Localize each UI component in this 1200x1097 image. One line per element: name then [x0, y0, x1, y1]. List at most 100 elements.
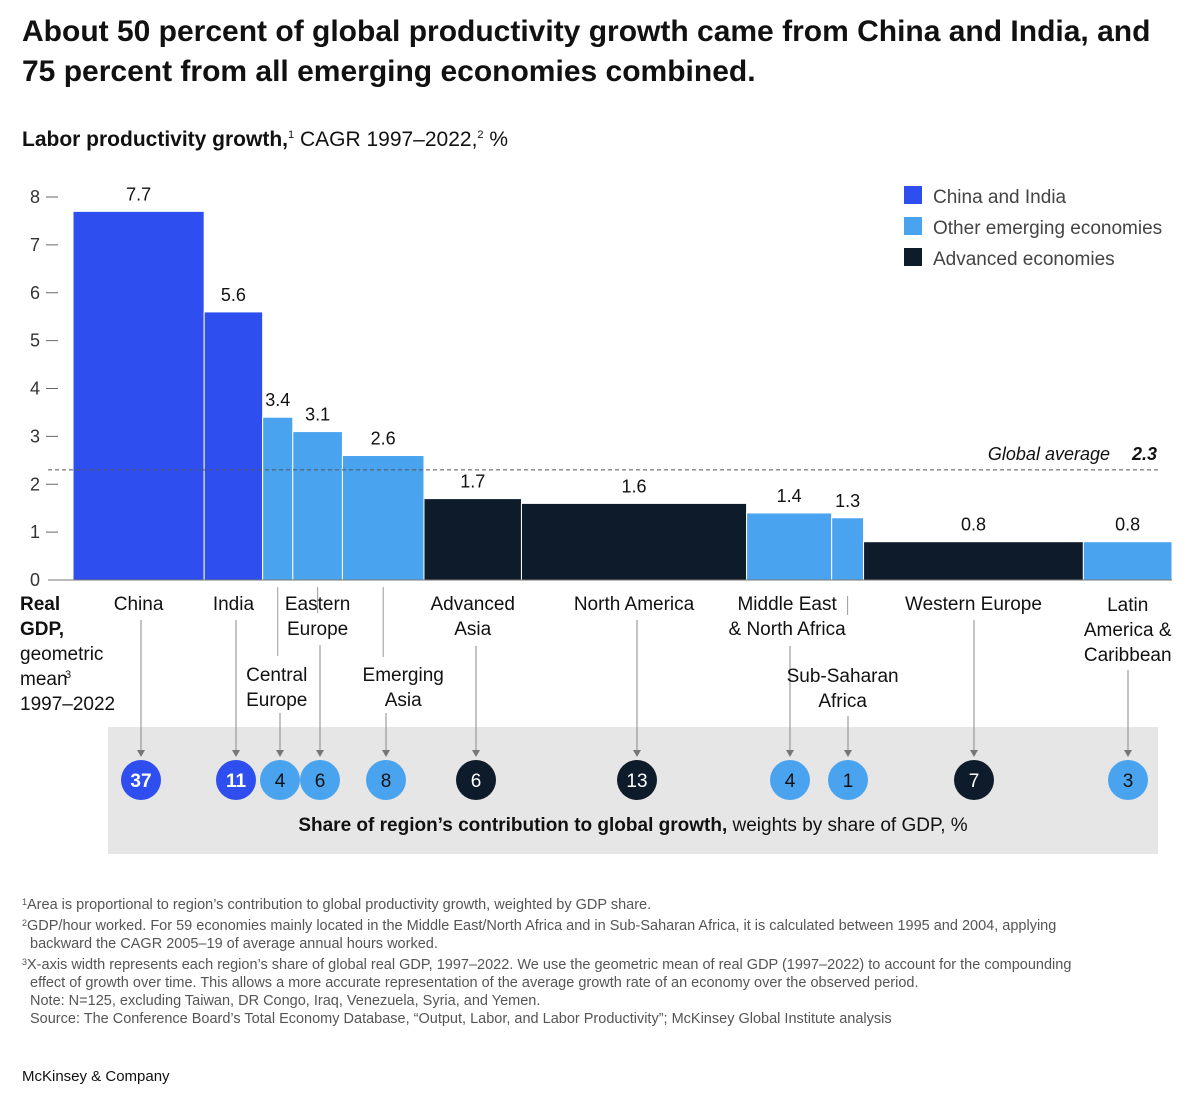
footnote-1-text: Area is proportional to region’s contrib…: [27, 897, 652, 913]
category-label-sub-saharan-africa-1: Sub-Saharan: [787, 666, 899, 687]
bar-value-label-middle-east-north-africa: 1.4: [777, 486, 802, 506]
share-bubble-emerging-asia: [366, 760, 406, 800]
share-value-north-america: 13: [626, 771, 647, 792]
bar-emerging-asia: [341, 455, 425, 581]
arrow-head-advanced-asia: [472, 750, 480, 757]
share-bubble-china: [121, 760, 161, 800]
share-caption-rest: weights by share of GDP, %: [727, 815, 968, 836]
global-average-value: 2.3: [1131, 444, 1157, 464]
y-tick-label-5: 5: [30, 331, 40, 351]
bar-value-label-western-europe: 0.8: [961, 515, 986, 535]
footnote-3-cont: effect of growth over time. This allows …: [22, 974, 1182, 992]
share-value-central-europe: 4: [275, 771, 286, 792]
bar-value-label-emerging-asia: 2.6: [371, 429, 396, 449]
share-bubble-central-europe: [260, 760, 300, 800]
arrow-head-sub-saharan-africa: [844, 750, 852, 757]
subtitle-sup-1: 1: [288, 129, 295, 141]
bar-value-label-latin-america-caribbean: 0.8: [1115, 515, 1140, 535]
x-note-line-1: geometric: [20, 644, 103, 665]
category-label-advanced-asia-1: Advanced: [430, 594, 515, 615]
bar-north-america: [520, 502, 748, 581]
category-label-latin-america-caribbean-1: Latin: [1107, 595, 1148, 616]
share-bubble-latin-america-caribbean: [1108, 760, 1148, 800]
x-note-line-3: 1997–2022: [20, 694, 115, 715]
share-bubble-middle-east-north-africa: [770, 760, 810, 800]
productivity-chart: 0 1 2 3 4 5 6 7 8 7.7 5.6 3.4 3.1 2.6 1.7 1.6 1.4 1.3 0.8 0…: [20, 184, 1173, 854]
global-average-label: Global average: [988, 444, 1110, 464]
share-value-india: 11: [226, 771, 247, 792]
category-label-latin-america-caribbean-3: Caribbean: [1084, 645, 1172, 666]
y-tick-label-8: 8: [30, 187, 40, 207]
category-label-sub-saharan-africa-2: Africa: [818, 691, 867, 712]
arrow-head-north-america: [633, 750, 641, 757]
category-label-india-1: India: [213, 594, 255, 615]
share-value-china: 37: [130, 771, 151, 792]
bar-value-label-advanced-asia: 1.7: [460, 472, 485, 492]
footnote-2-text: GDP/hour worked. For 59 economies mainly…: [27, 918, 1057, 934]
footnote-2: 2GDP/hour worked. For 59 economies mainl…: [22, 914, 1182, 935]
share-bubble-eastern-europe: [300, 760, 340, 800]
share-value-emerging-asia: 8: [381, 771, 392, 792]
category-label-western-europe-1: Western Europe: [905, 594, 1042, 615]
footnote-1-sup: 1: [22, 897, 28, 907]
bar-value-label-central-europe: 3.4: [265, 390, 290, 410]
legend-label-other-emerging-economies: Other emerging economies: [933, 218, 1162, 239]
bar-value-label-eastern-europe: 3.1: [305, 405, 330, 425]
legend-label-china-and-india: China and India: [933, 187, 1067, 208]
share-caption-bold: Share of region’s contribution to global…: [298, 815, 727, 836]
chart-subtitle: Labor productivity growth,1 CAGR 1997–20…: [22, 128, 508, 152]
x-note-bold-1: Real: [20, 594, 60, 615]
footnote-source: Source: The Conference Board’s Total Eco…: [22, 1010, 1182, 1028]
category-label-eastern-europe-1: Eastern: [285, 594, 350, 615]
bar-value-label-sub-saharan-africa: 1.3: [835, 491, 860, 511]
y-tick-label-7: 7: [30, 235, 40, 255]
bar-value-label-india: 5.6: [221, 285, 246, 305]
y-tick-label-6: 6: [30, 283, 40, 303]
bar-value-label-north-america: 1.6: [622, 476, 647, 496]
category-label-emerging-asia-1: Emerging: [363, 665, 444, 686]
share-bubble-western-europe: [954, 760, 994, 800]
share-value-advanced-asia: 6: [471, 771, 482, 792]
footnote-2-sup: 2: [22, 918, 28, 928]
bar-latin-america-caribbean: [1082, 541, 1173, 581]
footnote-3-text: X-axis width represents each region’s sh…: [27, 957, 1072, 973]
arrow-head-india: [232, 750, 240, 757]
y-tick-label-0: 0: [30, 570, 40, 590]
arrow-head-eastern-europe: [316, 750, 324, 757]
category-label-china-1: China: [114, 594, 164, 615]
footnote-note-text: Note: N=125, excluding Taiwan, DR Congo,…: [30, 993, 541, 1009]
category-label-advanced-asia-2: Asia: [454, 619, 491, 640]
arrow-head-emerging-asia: [382, 750, 390, 757]
x-note-sup: 3: [65, 669, 71, 681]
share-value-middle-east-north-africa: 4: [785, 771, 796, 792]
arrow-head-middle-east-north-africa: [786, 750, 794, 757]
share-value-eastern-europe: 6: [315, 771, 326, 792]
share-bubble-north-america: [617, 760, 657, 800]
legend-label-advanced-economies: Advanced economies: [933, 249, 1115, 270]
bar-eastern-europe: [292, 431, 343, 581]
bar-sub-saharan-africa: [831, 517, 865, 581]
arrow-head-latin-america-caribbean: [1124, 750, 1132, 757]
share-bubble-sub-saharan-africa: [828, 760, 868, 800]
share-bubble-india: [216, 760, 256, 800]
subtitle-bold: Labor productivity growth,: [22, 128, 288, 151]
share-bubble-advanced-asia: [456, 760, 496, 800]
bar-middle-east-north-africa: [746, 512, 833, 581]
arrow-head-china: [137, 750, 145, 757]
share-panel-caption: Share of region’s contribution to global…: [298, 815, 967, 836]
category-label-central-europe-2: Europe: [246, 690, 307, 711]
brand-logo: McKinsey & Company: [22, 1068, 170, 1085]
category-label-emerging-asia-2: Asia: [385, 690, 422, 711]
share-value-sub-saharan-africa: 1: [843, 771, 854, 792]
y-tick-label-3: 3: [30, 426, 40, 446]
footnote-2-cont-text: backward the CAGR 2005–19 of average ann…: [30, 936, 438, 952]
bar-advanced-asia: [423, 498, 522, 581]
footnote-2-cont: backward the CAGR 2005–19 of average ann…: [22, 935, 1182, 953]
legend-swatch-china-and-india: [904, 186, 922, 204]
bar-western-europe: [863, 541, 1084, 581]
subtitle-rest: CAGR 1997–2022,: [294, 128, 478, 151]
share-value-western-europe: 7: [969, 771, 980, 792]
bar-india: [203, 311, 264, 581]
y-tick-label-4: 4: [30, 379, 40, 399]
footnote-3: 3X-axis width represents each region’s s…: [22, 953, 1182, 974]
